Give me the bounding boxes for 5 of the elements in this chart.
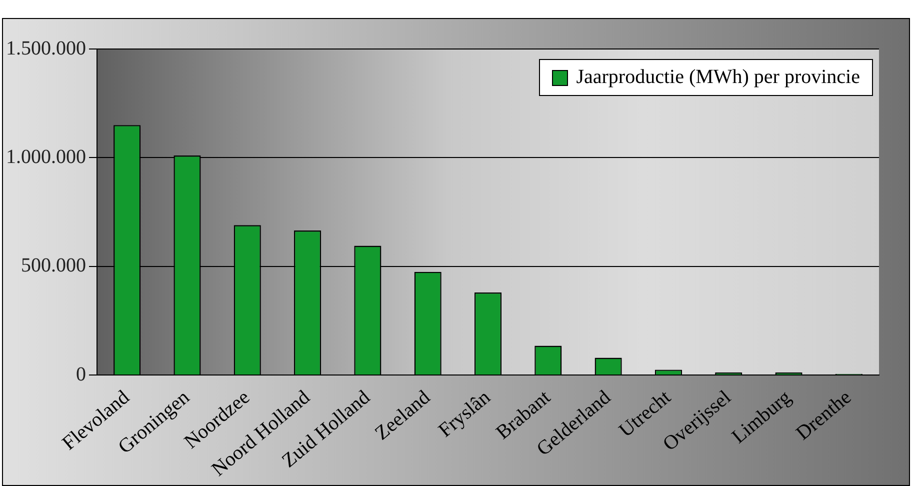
y-tick-label: 0 bbox=[76, 363, 86, 386]
text: Jaarproductie (MWh) per provincie bbox=[576, 66, 860, 89]
y-tick-label: 1.000.000 bbox=[6, 146, 86, 168]
y-tick-label: 500.000 bbox=[21, 254, 86, 277]
y-tick-label: 1.500.000 bbox=[6, 37, 86, 60]
